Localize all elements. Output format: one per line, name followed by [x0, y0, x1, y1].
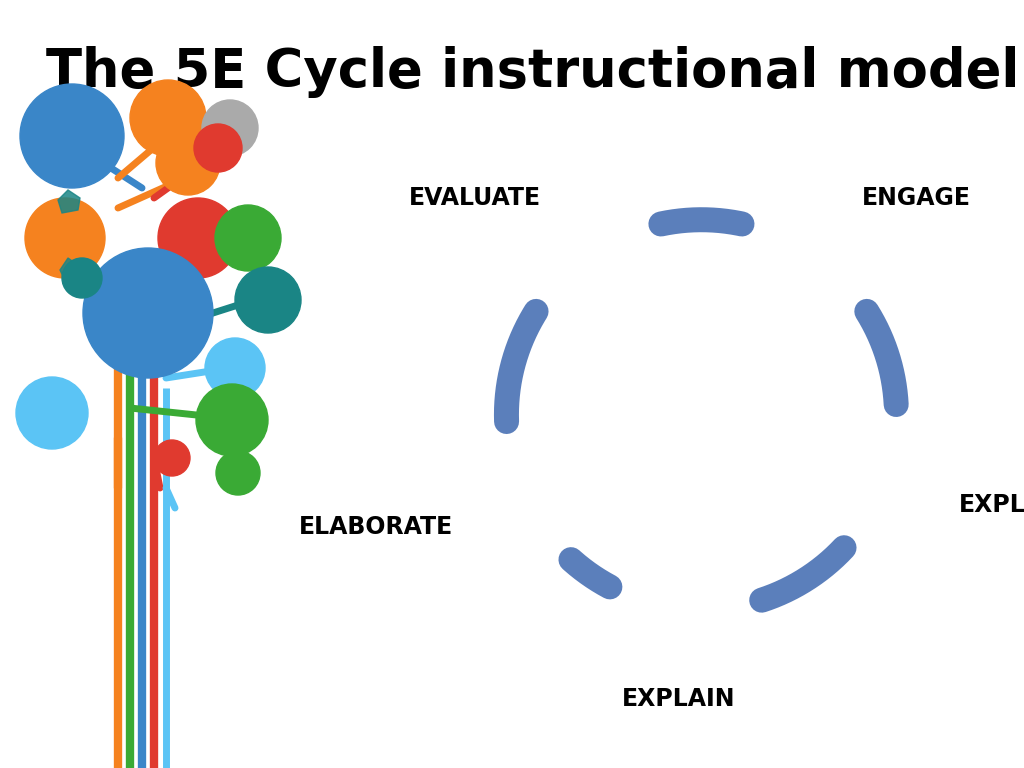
Circle shape — [196, 384, 268, 456]
Circle shape — [83, 248, 213, 378]
Text: ENGAGE: ENGAGE — [861, 186, 971, 210]
Circle shape — [194, 124, 242, 172]
Circle shape — [158, 198, 238, 278]
Circle shape — [16, 377, 88, 449]
Polygon shape — [60, 258, 82, 283]
Circle shape — [215, 205, 281, 271]
Circle shape — [25, 198, 105, 278]
Circle shape — [205, 338, 265, 398]
Circle shape — [216, 451, 260, 495]
Circle shape — [20, 84, 124, 188]
Circle shape — [234, 267, 301, 333]
Text: EXPLAIN: EXPLAIN — [622, 687, 735, 710]
Text: EVALUATE: EVALUATE — [410, 186, 542, 210]
Circle shape — [130, 80, 206, 156]
Text: EXPLORE: EXPLORE — [958, 493, 1024, 518]
Text: The 5E Cycle instructional model: The 5E Cycle instructional model — [46, 46, 1019, 98]
Text: ELABORATE: ELABORATE — [299, 515, 454, 538]
Circle shape — [202, 100, 258, 156]
Circle shape — [154, 440, 190, 476]
Circle shape — [156, 131, 220, 195]
Circle shape — [62, 258, 102, 298]
Polygon shape — [58, 190, 80, 213]
